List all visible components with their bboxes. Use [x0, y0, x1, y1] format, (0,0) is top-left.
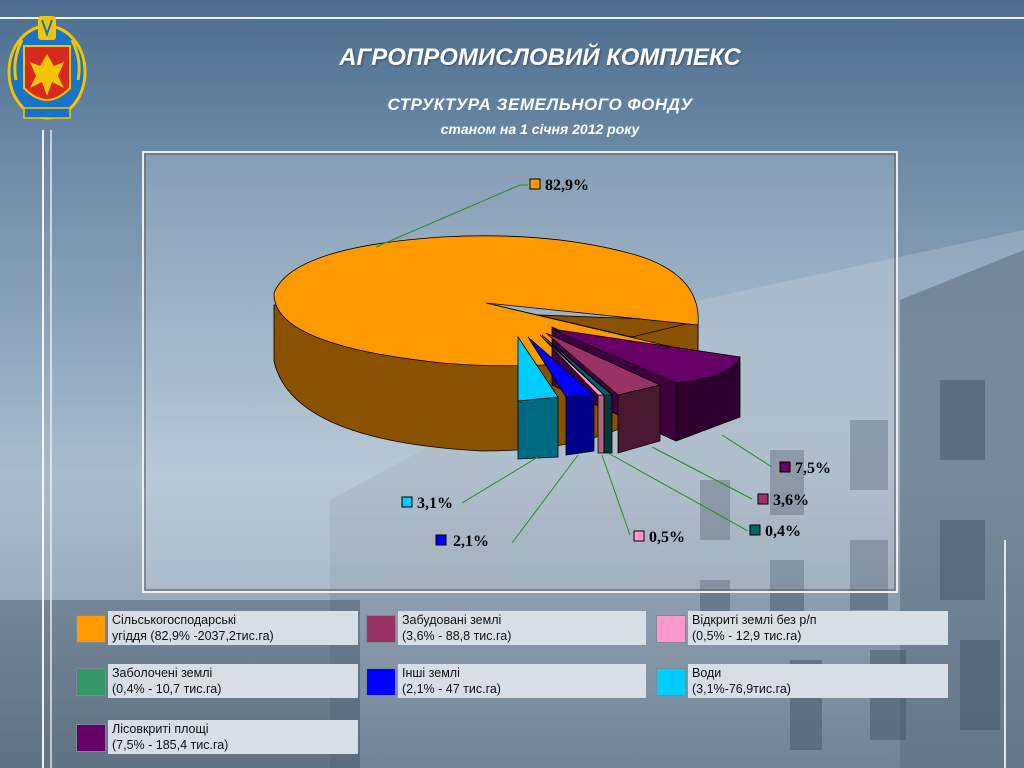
legend-swatch-icon	[76, 724, 106, 752]
data-label-built-up: 3,6%	[757, 492, 809, 509]
legend-name: Заболочені землі	[112, 666, 213, 680]
data-label-built-up-text: 3,6%	[773, 492, 809, 509]
legend-name: Інші землі	[402, 666, 460, 680]
data-label-forest: 7,5%	[779, 460, 831, 477]
chart-inner-border	[144, 153, 896, 591]
page-subtitle: СТРУКТУРА ЗЕМЕЛЬНОГО ФОНДУ	[387, 95, 693, 114]
data-label-other-lands-text: 2,1%	[453, 533, 489, 550]
frame-line-top	[0, 17, 1024, 19]
legend-item-other-lands: Інші землі (2,1% - 47 тис.га)	[366, 664, 646, 698]
data-label-wetlands-text: 0,4%	[765, 523, 801, 540]
legend-swatch-icon	[366, 615, 396, 643]
legend-detail: (3,6% - 88,8 тис.га)	[402, 629, 512, 643]
data-label-wetlands: 0,4%	[749, 523, 801, 540]
data-label-forest-text: 7,5%	[795, 460, 831, 477]
pie-slice-water	[517, 335, 559, 460]
legend-name: Води	[692, 666, 722, 680]
frame-line-left	[42, 130, 44, 768]
legend-swatch-icon	[656, 668, 686, 696]
data-label-agricultural: 82,9%	[529, 177, 589, 194]
data-label-open-lands-text: 0,5%	[649, 529, 685, 546]
legend-item-open-lands: Відкриті землі без р/п (0,5% - 12,9 тис.…	[656, 611, 948, 645]
legend-swatch-icon	[76, 668, 106, 696]
legend-detail: (7,5% - 185,4 тис.га)	[112, 738, 229, 752]
legend-item-water: Води (3,1%-76,9тис.га)	[656, 664, 948, 698]
legend-item-agricultural: Сільськогосподарські угіддя (82,9% -2037…	[76, 611, 358, 645]
frame-line-left-2	[50, 130, 52, 768]
legend-item-built-up: Забудовані землі (3,6% - 88,8 тис.га)	[366, 611, 646, 645]
data-label-open-lands: 0,5%	[633, 529, 685, 546]
legend-detail: (3,1%-76,9тис.га)	[692, 682, 791, 696]
data-label-other-lands: 2,1%	[435, 533, 489, 550]
legend-detail: (0,4% - 10,7 тис.га)	[112, 682, 222, 696]
legend-detail: (2,1% - 47 тис.га)	[402, 682, 501, 696]
frame-line-right	[1004, 540, 1006, 768]
leader-lines	[375, 184, 773, 544]
data-label-water-text: 3,1%	[417, 495, 453, 512]
date-line: станом на 1 січня 2012 року	[440, 121, 640, 137]
legend-swatch-icon	[366, 668, 396, 696]
legend-detail: (0,5% - 12,9 тис.га)	[692, 629, 802, 643]
region-coat-of-arms-icon	[7, 16, 87, 120]
land-fund-pie-chart: 82,9% 7,5% 3,6% 0,4% 0,5% 2,1% 3,1%	[142, 151, 898, 593]
legend-swatch-icon	[656, 615, 686, 643]
legend-name: Відкриті землі без р/п	[692, 613, 817, 627]
page-title: АГРОПРОМИСЛОВИЙ КОМПЛЕКС	[339, 44, 741, 71]
legend-item-forest: Лісовкриті площі (7,5% - 185,4 тис.га)	[76, 720, 358, 754]
data-label-agricultural-text: 82,9%	[545, 177, 589, 194]
legend-name: Сільськогосподарські	[112, 613, 237, 627]
pie-slice-wetlands	[541, 334, 614, 454]
legend-name: Лісовкриті площі	[112, 722, 209, 736]
pie-slice-built-up	[545, 332, 662, 454]
legend-item-wetlands: Заболочені землі (0,4% - 10,7 тис.га)	[76, 664, 358, 698]
pie-slice-other-lands	[527, 336, 595, 456]
data-label-water: 3,1%	[401, 495, 453, 512]
legend-detail: угіддя (82,9% -2037,2тис.га)	[112, 629, 274, 643]
legend-swatch-icon	[76, 615, 106, 643]
legend-name: Забудовані землі	[402, 613, 502, 627]
